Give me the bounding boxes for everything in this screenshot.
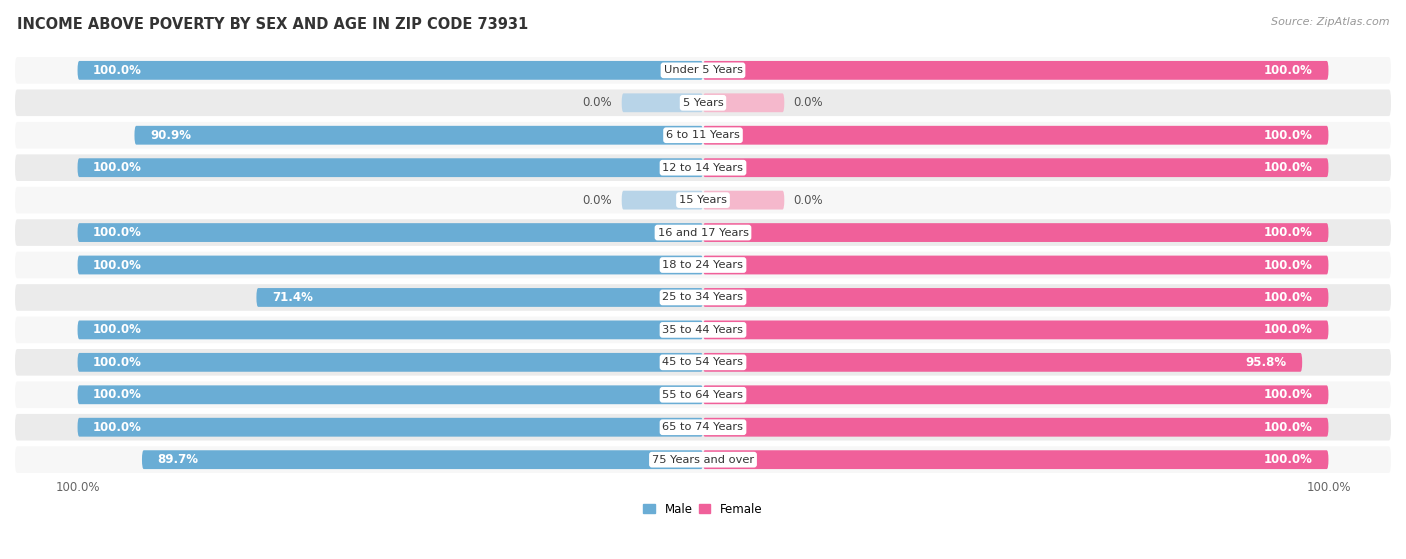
Text: 15 Years: 15 Years: [679, 195, 727, 205]
FancyBboxPatch shape: [15, 316, 1391, 343]
Text: 100.0%: 100.0%: [93, 226, 142, 239]
Text: Source: ZipAtlas.com: Source: ZipAtlas.com: [1271, 17, 1389, 27]
Text: 100.0%: 100.0%: [1264, 258, 1313, 272]
FancyBboxPatch shape: [621, 93, 703, 112]
FancyBboxPatch shape: [256, 288, 703, 307]
FancyBboxPatch shape: [703, 191, 785, 210]
Text: 100.0%: 100.0%: [93, 324, 142, 337]
Text: 5 Years: 5 Years: [683, 98, 723, 108]
FancyBboxPatch shape: [15, 252, 1391, 278]
Text: 0.0%: 0.0%: [794, 193, 824, 207]
FancyBboxPatch shape: [703, 158, 1329, 177]
FancyBboxPatch shape: [703, 418, 1329, 437]
FancyBboxPatch shape: [703, 223, 1329, 242]
Text: 100.0%: 100.0%: [93, 421, 142, 434]
Text: 100.0%: 100.0%: [93, 258, 142, 272]
Text: 100.0%: 100.0%: [1264, 453, 1313, 466]
Text: 55 to 64 Years: 55 to 64 Years: [662, 390, 744, 400]
FancyBboxPatch shape: [77, 61, 703, 80]
FancyBboxPatch shape: [77, 353, 703, 372]
FancyBboxPatch shape: [703, 353, 1302, 372]
Text: 100.0%: 100.0%: [1264, 226, 1313, 239]
FancyBboxPatch shape: [703, 450, 1329, 469]
FancyBboxPatch shape: [77, 158, 703, 177]
FancyBboxPatch shape: [77, 320, 703, 339]
Text: 90.9%: 90.9%: [150, 129, 191, 142]
Text: 16 and 17 Years: 16 and 17 Years: [658, 228, 748, 238]
FancyBboxPatch shape: [135, 126, 703, 145]
FancyBboxPatch shape: [77, 418, 703, 437]
FancyBboxPatch shape: [15, 447, 1391, 473]
FancyBboxPatch shape: [15, 154, 1391, 181]
Legend: Male, Female: Male, Female: [638, 498, 768, 520]
Text: 18 to 24 Years: 18 to 24 Years: [662, 260, 744, 270]
Text: 100.0%: 100.0%: [1264, 64, 1313, 77]
FancyBboxPatch shape: [15, 381, 1391, 408]
Text: 100.0%: 100.0%: [93, 356, 142, 369]
FancyBboxPatch shape: [15, 284, 1391, 311]
Text: 65 to 74 Years: 65 to 74 Years: [662, 422, 744, 432]
FancyBboxPatch shape: [703, 255, 1329, 274]
FancyBboxPatch shape: [15, 122, 1391, 149]
FancyBboxPatch shape: [15, 187, 1391, 214]
Text: 75 Years and over: 75 Years and over: [652, 454, 754, 465]
FancyBboxPatch shape: [703, 288, 1329, 307]
FancyBboxPatch shape: [703, 320, 1329, 339]
Text: 95.8%: 95.8%: [1246, 356, 1286, 369]
Text: INCOME ABOVE POVERTY BY SEX AND AGE IN ZIP CODE 73931: INCOME ABOVE POVERTY BY SEX AND AGE IN Z…: [17, 17, 529, 32]
Text: 0.0%: 0.0%: [794, 96, 824, 110]
FancyBboxPatch shape: [77, 255, 703, 274]
Text: 12 to 14 Years: 12 to 14 Years: [662, 163, 744, 173]
Text: 100.0%: 100.0%: [1264, 129, 1313, 142]
Text: 89.7%: 89.7%: [157, 453, 198, 466]
FancyBboxPatch shape: [621, 191, 703, 210]
Text: Under 5 Years: Under 5 Years: [664, 65, 742, 75]
FancyBboxPatch shape: [77, 223, 703, 242]
FancyBboxPatch shape: [142, 450, 703, 469]
FancyBboxPatch shape: [703, 93, 785, 112]
Text: 100.0%: 100.0%: [93, 389, 142, 401]
Text: 71.4%: 71.4%: [273, 291, 314, 304]
Text: 0.0%: 0.0%: [582, 96, 612, 110]
Text: 0.0%: 0.0%: [582, 193, 612, 207]
FancyBboxPatch shape: [703, 61, 1329, 80]
FancyBboxPatch shape: [15, 414, 1391, 440]
Text: 45 to 54 Years: 45 to 54 Years: [662, 357, 744, 367]
FancyBboxPatch shape: [77, 385, 703, 404]
Text: 100.0%: 100.0%: [93, 64, 142, 77]
Text: 100.0%: 100.0%: [1264, 291, 1313, 304]
FancyBboxPatch shape: [15, 219, 1391, 246]
Text: 6 to 11 Years: 6 to 11 Years: [666, 130, 740, 140]
Text: 100.0%: 100.0%: [1264, 324, 1313, 337]
FancyBboxPatch shape: [15, 349, 1391, 376]
Text: 100.0%: 100.0%: [1264, 161, 1313, 174]
FancyBboxPatch shape: [703, 385, 1329, 404]
Text: 100.0%: 100.0%: [93, 161, 142, 174]
Text: 25 to 34 Years: 25 to 34 Years: [662, 292, 744, 302]
Text: 100.0%: 100.0%: [1264, 421, 1313, 434]
Text: 35 to 44 Years: 35 to 44 Years: [662, 325, 744, 335]
FancyBboxPatch shape: [15, 57, 1391, 84]
FancyBboxPatch shape: [15, 89, 1391, 116]
FancyBboxPatch shape: [703, 126, 1329, 145]
Text: 100.0%: 100.0%: [1264, 389, 1313, 401]
